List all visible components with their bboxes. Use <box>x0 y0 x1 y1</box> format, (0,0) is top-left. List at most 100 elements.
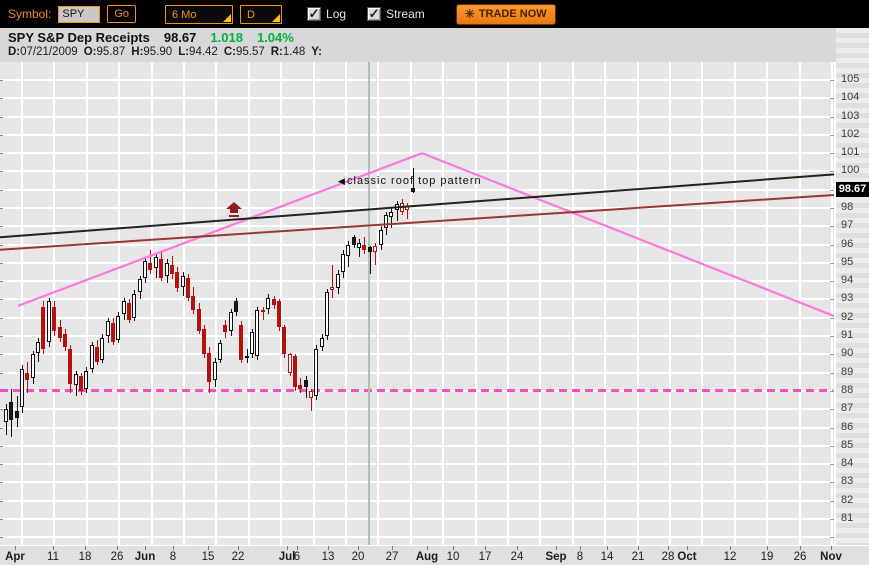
last-price: 98.67 <box>163 30 197 45</box>
range-dropdown-value: 6 Mo <box>172 8 197 21</box>
grid-line-horizontal <box>0 152 836 155</box>
candle <box>68 348 73 384</box>
price-tick-left <box>0 372 3 374</box>
price-tick-left <box>0 336 3 338</box>
candle <box>378 229 383 245</box>
candle <box>185 277 190 298</box>
grid-line-horizontal <box>0 353 836 356</box>
quote-field: H:95.90 <box>131 46 173 58</box>
range-dropdown[interactable]: 6 Mo <box>165 4 234 24</box>
price-tick-left <box>0 116 3 118</box>
date-tick-label: 14 <box>600 551 614 563</box>
grid-line-vertical <box>604 62 607 545</box>
candle <box>105 321 110 337</box>
trendline-roof-rising <box>17 152 423 307</box>
symbol-input[interactable] <box>58 5 101 23</box>
candle-wick <box>396 200 398 221</box>
candle <box>367 246 372 253</box>
trendline-upper-trendline <box>0 173 836 239</box>
date-tick-label: Apr <box>5 551 25 563</box>
axis-separator <box>834 62 836 545</box>
price-tick-left <box>0 537 3 539</box>
go-button[interactable]: Go <box>107 5 137 23</box>
candle-wick <box>359 239 361 258</box>
date-tick <box>53 546 54 550</box>
chart-plot-area[interactable]: ◀ classic roof top pattern <box>0 62 836 545</box>
candle <box>57 326 62 338</box>
trendline-lower-trendline <box>0 193 836 251</box>
grid-line-vertical <box>733 62 736 545</box>
price-tick-left <box>0 518 3 520</box>
grid-line-horizontal <box>0 207 836 210</box>
log-checkbox[interactable]: ✓ <box>307 6 322 21</box>
price-tick-label: 103 <box>841 109 860 122</box>
price-tick-label: 87 <box>841 402 854 415</box>
price-tick-label: 97 <box>841 219 854 232</box>
date-tick <box>556 546 557 550</box>
price-tick-right <box>830 189 836 191</box>
quote-field: R:1.48 <box>270 46 306 58</box>
date-tick <box>767 546 768 550</box>
trade-now-button[interactable]: ✳ TRADE NOW <box>455 3 556 25</box>
price-tick-right <box>830 390 836 392</box>
grid-line-horizontal <box>0 316 836 319</box>
candle <box>271 299 276 305</box>
price-tick-label: 92 <box>841 310 854 323</box>
grid-line-vertical <box>247 62 250 545</box>
trendlines-overlay <box>0 152 836 318</box>
grid-line-horizontal <box>0 481 836 484</box>
price-tick-label: 96 <box>841 237 854 250</box>
price-tick-right <box>830 299 836 301</box>
price-change-percent: 1.04% <box>256 30 294 45</box>
stream-checkbox[interactable]: ✓ <box>367 6 382 21</box>
symbol-title: SPY S&P Dep Receipts <box>8 30 150 45</box>
price-tick-left <box>0 189 3 191</box>
price-tick-label: 86 <box>841 420 854 433</box>
candle <box>341 253 346 273</box>
period-dropdown[interactable]: D <box>240 4 283 24</box>
period-dropdown-value: D <box>247 8 255 21</box>
date-tick <box>730 546 731 550</box>
grid-line-vertical <box>280 62 283 545</box>
dropdown-arrow-icon <box>272 13 281 22</box>
quote-field: D:07/21/2009 <box>8 46 78 58</box>
candle <box>116 315 121 340</box>
date-tick-label: 8 <box>169 551 177 563</box>
candle-wick <box>369 246 371 274</box>
candle <box>383 215 388 229</box>
candle <box>330 286 335 291</box>
date-tick-label: 15 <box>201 551 215 563</box>
date-axis: Apr 11 18 26 Jun 8 15 22 Jul 6 13 20 27 Aug 10 17 24 Sep 8… <box>0 545 869 565</box>
candle <box>201 328 206 355</box>
candle <box>212 361 217 380</box>
grid-line-horizontal <box>0 499 836 502</box>
price-tick-right <box>830 281 836 283</box>
candle <box>159 259 164 278</box>
date-tick-label: 26 <box>110 551 124 563</box>
quote-header: SPY S&P Dep Receipts 98.67 1.018 1.04% D… <box>0 28 836 62</box>
date-tick <box>173 546 174 550</box>
grid-line-horizontal <box>0 371 836 374</box>
annotation-pointer-icon: ◀ <box>338 176 345 186</box>
price-tick-right <box>830 445 836 447</box>
date-tick-label: 27 <box>385 551 399 563</box>
date-tick <box>800 546 801 550</box>
price-tick-left <box>0 244 3 246</box>
candle <box>14 411 19 419</box>
support-line-dashed <box>0 389 833 392</box>
price-tick-label: 105 <box>841 73 860 85</box>
date-tick-label: 24 <box>510 551 524 563</box>
date-tick-label: 26 <box>793 551 807 563</box>
date-tick-label: 20 <box>351 551 365 563</box>
grid-line-vertical <box>507 62 509 545</box>
price-tick-left <box>0 317 3 319</box>
grid-line-horizontal <box>0 408 836 411</box>
grid-line-horizontal <box>0 426 836 429</box>
date-tick-label: 22 <box>231 551 245 563</box>
price-tick-left <box>0 208 3 210</box>
price-tick-left <box>0 445 3 447</box>
candle <box>410 187 415 192</box>
grid-line-horizontal <box>0 298 836 301</box>
price-tick-right <box>830 464 836 466</box>
quote-field: Y: <box>311 46 322 58</box>
